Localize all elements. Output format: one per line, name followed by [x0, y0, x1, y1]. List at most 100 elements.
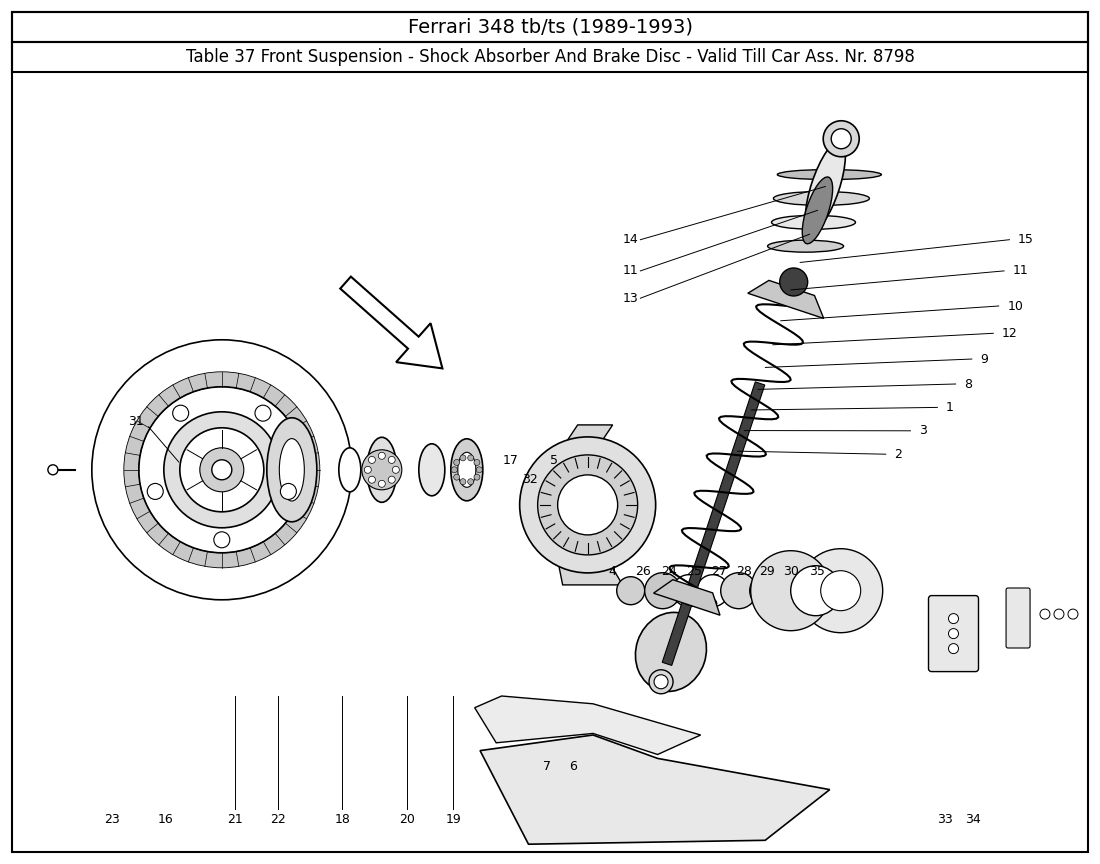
Text: 27: 27 [711, 565, 727, 578]
Ellipse shape [802, 177, 833, 244]
Circle shape [362, 450, 402, 490]
Text: 10: 10 [1008, 300, 1023, 313]
Circle shape [453, 474, 460, 480]
Text: 5: 5 [550, 454, 559, 467]
Ellipse shape [773, 192, 869, 206]
Circle shape [519, 437, 656, 573]
Polygon shape [558, 560, 623, 585]
Text: 29: 29 [759, 565, 775, 578]
Polygon shape [568, 425, 613, 440]
Circle shape [780, 268, 807, 296]
Polygon shape [340, 276, 442, 368]
Polygon shape [662, 382, 764, 665]
Circle shape [460, 455, 466, 461]
Text: 23: 23 [104, 813, 120, 826]
Text: 11: 11 [623, 264, 638, 277]
Circle shape [388, 476, 395, 483]
Circle shape [147, 484, 163, 499]
Text: 3: 3 [920, 424, 927, 437]
Text: 33: 33 [937, 813, 953, 826]
Circle shape [799, 549, 882, 632]
Polygon shape [748, 281, 824, 319]
Ellipse shape [771, 215, 856, 229]
Circle shape [1054, 609, 1064, 619]
Text: 34: 34 [965, 813, 981, 826]
Circle shape [617, 576, 645, 605]
Polygon shape [653, 580, 720, 615]
Text: Ferrari 348 tb/ts (1989-1993): Ferrari 348 tb/ts (1989-1993) [407, 17, 693, 36]
Text: 25: 25 [686, 565, 702, 578]
Circle shape [388, 456, 395, 463]
Text: 31: 31 [128, 415, 144, 428]
Circle shape [750, 575, 782, 607]
Circle shape [451, 467, 458, 473]
Circle shape [649, 670, 673, 694]
Text: 6: 6 [569, 759, 576, 772]
Text: 21: 21 [227, 813, 243, 826]
Text: 20: 20 [399, 813, 415, 826]
Circle shape [364, 467, 372, 473]
Ellipse shape [366, 437, 397, 502]
Circle shape [468, 455, 474, 461]
Text: Table 37 Front Suspension - Shock Absorber And Brake Disc - Valid Till Car Ass. : Table 37 Front Suspension - Shock Absorb… [186, 48, 914, 66]
Text: 32: 32 [521, 473, 538, 486]
Ellipse shape [267, 418, 317, 522]
Circle shape [280, 484, 296, 499]
Ellipse shape [279, 439, 305, 501]
Text: 4: 4 [608, 565, 616, 578]
Circle shape [368, 476, 375, 483]
Circle shape [476, 467, 482, 473]
Circle shape [696, 575, 728, 607]
Circle shape [212, 460, 232, 480]
Circle shape [453, 460, 460, 466]
FancyBboxPatch shape [1006, 588, 1030, 648]
Circle shape [255, 405, 271, 421]
Text: 14: 14 [623, 233, 638, 246]
Circle shape [179, 428, 264, 511]
Ellipse shape [458, 452, 476, 487]
Circle shape [164, 412, 279, 528]
Circle shape [948, 613, 958, 624]
Text: 16: 16 [158, 813, 174, 826]
Circle shape [200, 448, 244, 492]
Circle shape [48, 465, 58, 475]
Text: 2: 2 [894, 448, 902, 461]
Circle shape [558, 475, 618, 535]
Circle shape [538, 455, 638, 555]
Text: 35: 35 [808, 565, 825, 578]
Circle shape [750, 550, 830, 631]
Ellipse shape [778, 169, 881, 180]
Text: 11: 11 [1013, 264, 1028, 277]
Circle shape [791, 566, 840, 616]
Circle shape [1040, 609, 1050, 619]
Circle shape [720, 573, 757, 609]
Circle shape [1068, 609, 1078, 619]
Text: 9: 9 [980, 353, 988, 365]
Circle shape [468, 479, 474, 485]
Ellipse shape [419, 444, 444, 496]
Circle shape [378, 480, 385, 487]
Text: 7: 7 [542, 759, 551, 772]
Circle shape [378, 452, 385, 460]
Text: 24: 24 [661, 565, 678, 578]
Ellipse shape [451, 439, 483, 501]
Ellipse shape [768, 240, 844, 252]
Circle shape [368, 456, 375, 463]
Ellipse shape [805, 141, 846, 232]
Text: 26: 26 [635, 565, 650, 578]
Bar [12, 42, 1088, 72]
Circle shape [821, 571, 860, 611]
Circle shape [823, 121, 859, 156]
Text: 17: 17 [503, 454, 518, 467]
Text: 15: 15 [1019, 233, 1034, 246]
Circle shape [948, 629, 958, 638]
Text: 12: 12 [1002, 327, 1018, 340]
Circle shape [948, 644, 958, 653]
Polygon shape [475, 696, 701, 754]
Circle shape [460, 479, 466, 485]
Wedge shape [124, 372, 320, 568]
Circle shape [474, 460, 480, 466]
Circle shape [654, 675, 668, 689]
Text: 18: 18 [334, 813, 350, 826]
Circle shape [474, 474, 480, 480]
